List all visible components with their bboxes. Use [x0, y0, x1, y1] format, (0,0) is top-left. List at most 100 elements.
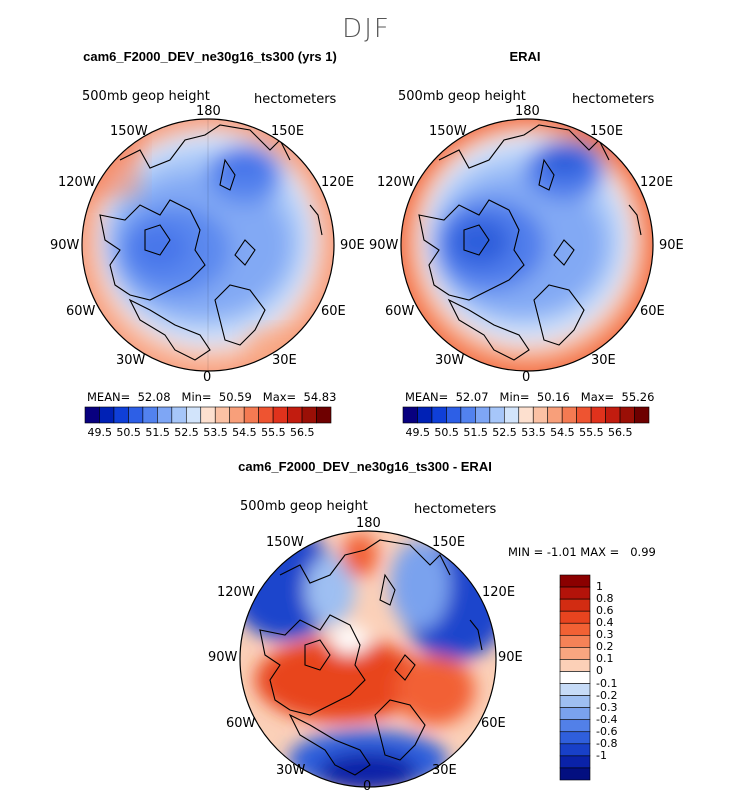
lon-label-60e-model: 60E [321, 304, 346, 319]
colorbar-tick-label: 50.5 [116, 426, 141, 439]
colorbar-swatch [559, 586, 591, 600]
lon-label-90e-diff: 90E [498, 650, 523, 665]
min-label: Min= [499, 390, 530, 404]
map-diff [239, 530, 497, 788]
panel-title-diff: cam6_F2000_DEV_ne30g16_ts300 - ERAI [238, 459, 492, 474]
colorbar-tick-label: 0.1 [596, 652, 614, 666]
colorbar-tick-label: -0.4 [596, 712, 618, 726]
colorbar-swatch [301, 406, 317, 424]
colorbar-tick-label: 55.5 [261, 426, 286, 439]
colorbar-tick-label: 53.5 [521, 426, 546, 439]
colorbar-swatch [99, 406, 115, 424]
colorbar-swatch [417, 406, 433, 424]
units-label-obs: hectometers [572, 92, 655, 107]
min-value: 50.59 [218, 390, 252, 404]
colorbar-swatch [547, 406, 563, 424]
lon-label-30w-diff: 30W [276, 763, 306, 778]
lon-label-120e-diff: 120E [482, 585, 516, 600]
lon-label-120w-obs: 120W [377, 175, 415, 190]
colorbar-swatch [559, 707, 591, 721]
lon-label-60w-model: 60W [66, 304, 96, 319]
colorbar-swatch [619, 406, 635, 424]
colorbar-swatch [214, 406, 231, 424]
colorbar-swatch [128, 406, 144, 424]
colorbar-tick-label: 49.5 [405, 426, 430, 439]
colorbar-tick-label: 0.6 [596, 604, 614, 618]
colorbar-diff [559, 574, 591, 781]
colorbar-obs [402, 406, 650, 424]
colorbar-swatch [559, 731, 591, 745]
lon-label-90e-model: 90E [340, 238, 365, 253]
colorbar-swatch [559, 622, 591, 636]
colorbar-tick-label: 49.5 [87, 426, 112, 439]
colorbar-swatch [559, 743, 591, 757]
max-label: MAX = [580, 545, 620, 559]
colorbar-tick-label: 0.3 [596, 628, 614, 642]
lon-label-30w-obs: 30W [435, 353, 465, 368]
lon-label-120e-model: 120E [321, 175, 355, 190]
colorbar-swatch [200, 406, 216, 424]
stats-diff: MIN = -1.01 MAX = 0.99 [508, 545, 656, 559]
field-label-model: 500mb geop height [82, 89, 210, 104]
lon-label-60w-obs: 60W [385, 304, 415, 319]
colorbar-swatch [576, 406, 592, 424]
min-label: MIN = [508, 545, 544, 559]
field-label-obs: 500mb geop height [398, 89, 526, 104]
colorbar-model [84, 406, 332, 424]
colorbar-tick-label: 56.5 [608, 426, 633, 439]
lon-label-0-model: 0 [203, 370, 212, 385]
units-label-model: hectometers [254, 92, 337, 107]
colorbar-swatch [518, 406, 534, 424]
min-value: 50.16 [536, 390, 570, 404]
max-label: Max= [580, 390, 615, 404]
colorbar-tick-label: 53.5 [203, 426, 228, 439]
colorbar-tick-label: -0.6 [596, 724, 618, 738]
panel-title-model: cam6_F2000_DEV_ne30g16_ts300 (yrs 1) [83, 49, 337, 64]
max-label: Max= [262, 390, 297, 404]
lon-label-90w-obs: 90W [369, 238, 399, 253]
colorbar-swatch [561, 406, 577, 424]
map-obs [400, 118, 654, 372]
colorbar-tick-label: -0.2 [596, 688, 618, 702]
colorbar-tick-label: 52.5 [492, 426, 517, 439]
lon-label-60e-obs: 60E [640, 304, 665, 319]
lon-label-180-diff: 180 [356, 516, 381, 531]
lon-label-150e-obs: 150E [590, 124, 624, 139]
colorbar-tick-label: 0.2 [596, 640, 614, 654]
max-value: 54.83 [303, 390, 337, 404]
lon-label-150w-model: 150W [110, 124, 148, 139]
stats-model: MEAN= 52.08 Min= 50.59 Max= 54.83 [87, 390, 336, 404]
lon-label-90w-diff: 90W [208, 650, 238, 665]
colorbar-tick-label: 55.5 [579, 426, 604, 439]
colorbar-tick-label: -1 [596, 748, 607, 762]
lon-label-150w-obs: 150W [429, 124, 467, 139]
colorbar-tick-label: 51.5 [145, 426, 170, 439]
panel-title-obs: ERAI [509, 49, 541, 64]
colorbar-swatch [84, 406, 100, 424]
colorbar-tick-label: 56.5 [290, 426, 315, 439]
colorbar-swatch [142, 406, 158, 424]
lon-label-30e-model: 30E [272, 353, 297, 368]
colorbar-swatch [590, 406, 606, 424]
colorbar-swatch [258, 406, 274, 424]
colorbar-swatch [113, 406, 129, 424]
min-label: Min= [181, 390, 212, 404]
stats-obs: MEAN= 52.07 Min= 50.16 Max= 55.26 [405, 390, 654, 404]
colorbar-tick-label: 54.5 [550, 426, 575, 439]
colorbar-tick-label: 51.5 [463, 426, 488, 439]
units-label-diff: hectometers [414, 502, 497, 517]
lon-label-30w-model: 30W [116, 353, 146, 368]
lon-label-90e-obs: 90E [659, 238, 684, 253]
max-value: 0.99 [630, 545, 656, 559]
lon-label-120e-obs: 120E [640, 175, 674, 190]
lon-label-150w-diff: 150W [266, 535, 304, 550]
colorbar-swatch [171, 406, 187, 424]
colorbar-swatch [559, 598, 591, 612]
colorbar-swatch [489, 406, 505, 424]
colorbar-swatch [559, 695, 591, 708]
colorbar-swatch [316, 406, 332, 424]
lon-label-60e-diff: 60E [481, 716, 506, 731]
colorbar-swatch [185, 406, 202, 424]
colorbar-swatch [605, 406, 621, 424]
